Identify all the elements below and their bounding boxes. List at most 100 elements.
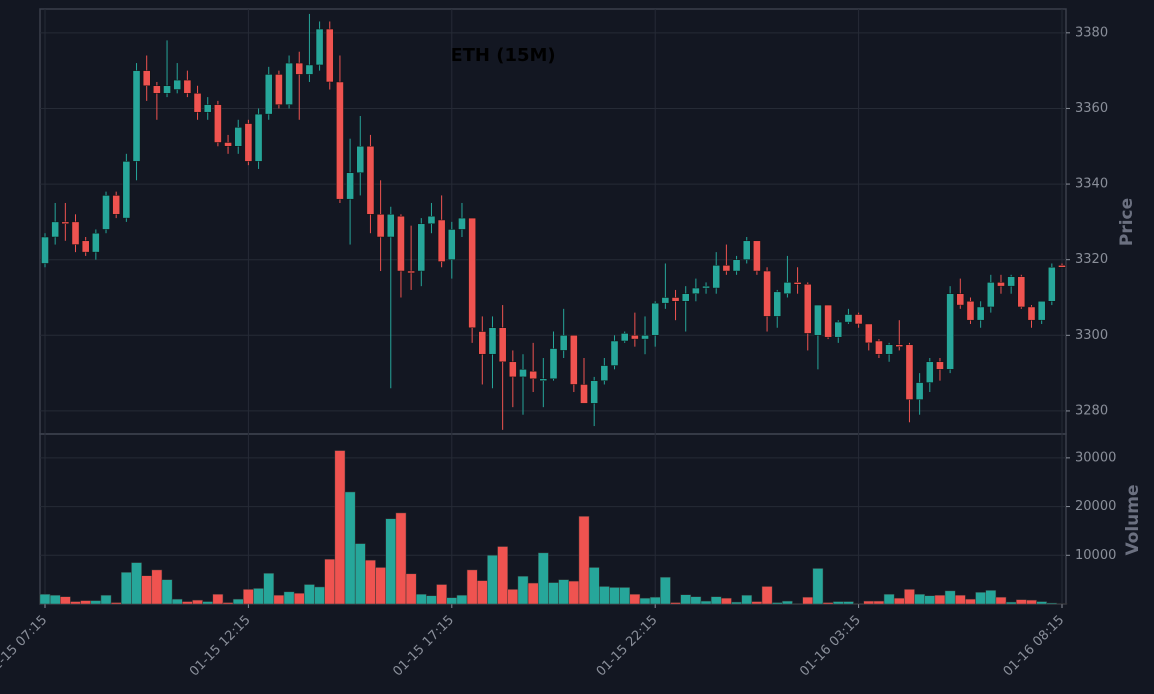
volume-bar	[1046, 602, 1058, 605]
volume-bar	[90, 600, 102, 605]
volume-bar	[893, 597, 905, 605]
candle-body	[386, 214, 395, 238]
volume-bar	[466, 569, 478, 605]
candle-body	[498, 327, 507, 363]
candle-body	[1007, 276, 1015, 287]
volume-bar	[151, 569, 163, 605]
volume-bar	[873, 600, 885, 605]
candle-body	[325, 28, 334, 83]
volume-bar	[599, 586, 610, 605]
candle-body	[1048, 267, 1056, 302]
volume-bar	[822, 602, 834, 605]
volume-bar	[680, 594, 692, 605]
volume-bar	[446, 597, 458, 605]
volume-bar	[365, 559, 376, 605]
volume-bar	[629, 594, 641, 605]
candle-body	[987, 282, 995, 308]
candle-body	[570, 335, 578, 385]
candle-body	[193, 93, 202, 113]
y-tick-label: 3300	[1075, 328, 1108, 343]
volume-bar	[405, 573, 417, 605]
candle-body	[783, 282, 792, 294]
candle-body	[163, 85, 171, 94]
volume-bar	[222, 602, 234, 605]
candle-body	[854, 314, 863, 325]
candle-body	[600, 365, 609, 381]
candle-body	[580, 384, 588, 404]
candle-body	[631, 335, 639, 340]
volume-bar	[60, 596, 71, 605]
volume-bar	[507, 589, 519, 605]
candle-body	[315, 28, 324, 66]
volume-bar	[497, 546, 508, 605]
volume-bar	[161, 579, 173, 605]
candle-body	[895, 344, 904, 347]
volume-bar	[243, 589, 254, 605]
candle-body	[905, 344, 914, 400]
candle-body	[539, 378, 548, 381]
volume-bar	[324, 558, 336, 605]
candle-body	[763, 270, 771, 317]
candle-body	[946, 293, 954, 370]
volume-bar	[476, 580, 488, 605]
candle-body	[824, 304, 832, 338]
candle-body	[864, 323, 873, 344]
y-tick-label: 3360	[1075, 101, 1108, 116]
candle-body	[661, 297, 670, 304]
candle-body	[356, 146, 365, 173]
volume-bar	[914, 594, 925, 605]
volume-bar	[660, 576, 671, 605]
candle-body	[417, 223, 426, 272]
volume-bar	[527, 582, 539, 605]
candle-body	[173, 79, 182, 90]
volume-bar	[934, 594, 946, 605]
candle-body	[51, 221, 59, 238]
volume-bar	[975, 592, 986, 605]
candle-body	[753, 240, 761, 272]
volume-bar	[690, 596, 702, 605]
volume-bar	[334, 450, 346, 605]
candle-body	[61, 221, 70, 225]
candle-body	[641, 335, 649, 340]
volume-bar	[293, 593, 305, 605]
volume-bar	[375, 567, 386, 605]
volume-bar	[944, 590, 956, 605]
volume-tick-label: 30000	[1075, 450, 1116, 465]
volume-bar	[415, 594, 427, 605]
candle-body	[956, 293, 965, 306]
volume-bar	[385, 518, 397, 605]
candle-body	[610, 340, 619, 366]
candle-body	[458, 217, 466, 230]
y-tick-label: 3380	[1075, 25, 1108, 40]
candle-body	[1037, 301, 1046, 321]
candle-body	[407, 270, 415, 274]
candle-body	[132, 70, 141, 162]
volume-bar	[700, 600, 712, 605]
volume-bar	[751, 601, 763, 605]
candle-body	[92, 232, 100, 253]
candle-body	[681, 293, 690, 302]
y-tick-label: 3320	[1075, 252, 1108, 267]
candle-body	[366, 146, 375, 215]
candle-body	[234, 127, 243, 147]
candle-body	[549, 348, 558, 380]
candle-body	[71, 221, 80, 245]
volume-bar	[395, 512, 407, 605]
volume-bar	[548, 582, 559, 605]
volume-bar	[802, 596, 814, 605]
candle-body	[875, 340, 883, 355]
volume-bar	[782, 600, 793, 605]
candle-body	[244, 123, 253, 162]
candle-body	[722, 265, 731, 272]
volume-bar	[70, 601, 81, 605]
volume-bar	[141, 575, 153, 605]
volume-bar	[771, 602, 783, 605]
candle-body	[885, 344, 893, 355]
candle-body	[814, 304, 822, 336]
candle-body	[41, 236, 49, 264]
volume-bar	[568, 580, 580, 605]
volume-bar	[558, 579, 570, 605]
candle-body	[620, 333, 629, 342]
candle-body	[925, 361, 934, 383]
